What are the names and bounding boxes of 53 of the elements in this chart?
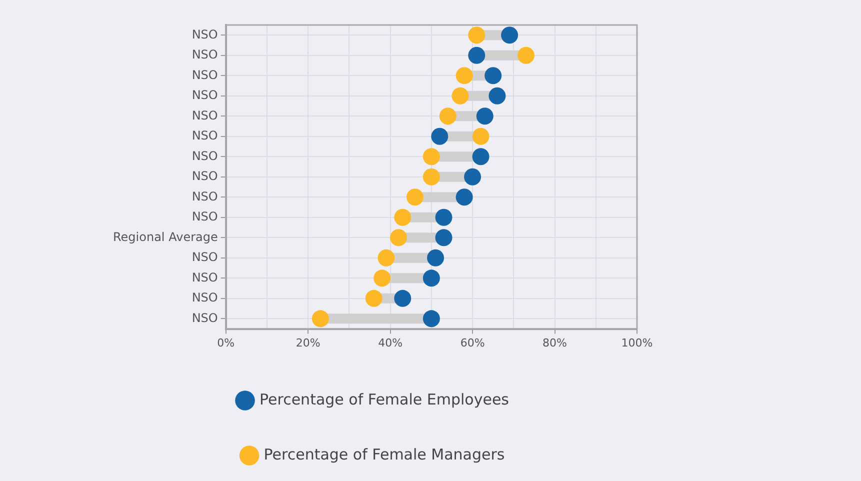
x-tick-label: 40%: [378, 336, 403, 350]
point: [422, 310, 440, 328]
point: [422, 270, 440, 287]
point: [456, 67, 473, 84]
x-tick-label: 60%: [460, 336, 485, 350]
y-tick-label: NSO: [192, 48, 218, 62]
point: [374, 270, 391, 287]
point: [431, 128, 448, 145]
y-tick-label: NSO: [192, 108, 218, 122]
y-tick-label: NSO: [192, 169, 218, 184]
point: [464, 168, 482, 186]
y-tick-label: NSO: [192, 310, 218, 325]
y-tick-label: NSO: [192, 189, 218, 204]
point: [312, 310, 329, 328]
x-tick-label: 100%: [621, 336, 653, 350]
point: [488, 87, 506, 104]
point: [394, 290, 412, 307]
point: [439, 108, 456, 125]
legend-label: Percentage of Female Employees: [260, 390, 510, 408]
point: [517, 46, 534, 64]
point: [476, 108, 494, 125]
point: [468, 46, 486, 64]
y-tick-label: NSO: [192, 210, 218, 224]
point: [456, 188, 473, 206]
y-tick-label: NSO: [192, 250, 218, 264]
point: [435, 229, 452, 246]
y-tick-label: NSO: [192, 148, 218, 163]
point: [435, 208, 452, 226]
y-tick-label: NSO: [192, 270, 218, 284]
point: [472, 128, 490, 145]
point: [484, 67, 502, 84]
point: [394, 208, 412, 226]
legend-label: Percentage of Female Managers: [264, 445, 505, 464]
point: [422, 148, 440, 166]
point: [422, 168, 440, 186]
point: [468, 26, 486, 44]
y-tick-label: NSO: [192, 68, 218, 82]
y-tick-label: NSO: [192, 128, 218, 143]
y-tick-label: NSO: [192, 290, 218, 305]
y-tick-label: Regional Average: [113, 230, 218, 244]
x-tick-label: 80%: [542, 336, 567, 350]
point: [452, 87, 469, 104]
x-tick-label: 0%: [217, 336, 235, 350]
x-tick-label: 20%: [296, 336, 320, 350]
y-tick-label: NSO: [192, 88, 218, 102]
point: [472, 148, 490, 166]
y-tick-label: NSO: [192, 27, 218, 42]
point: [390, 229, 408, 246]
point: [427, 249, 444, 266]
point: [406, 188, 424, 206]
point: [501, 26, 518, 44]
point: [365, 290, 382, 307]
point: [378, 249, 395, 266]
